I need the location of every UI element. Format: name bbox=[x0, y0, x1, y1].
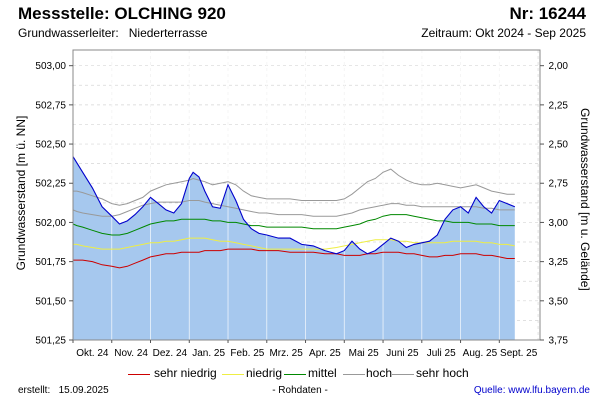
legend-swatch-hoch bbox=[343, 374, 365, 375]
y-tick-label-left: 501,75 bbox=[35, 257, 66, 268]
created-date: 15.09.2025 bbox=[58, 385, 109, 396]
created-info: erstellt: 15.09.2025 bbox=[18, 385, 109, 396]
aquifer-label: Grundwasserleiter: bbox=[18, 26, 119, 40]
measured-area bbox=[73, 156, 515, 340]
station-title: Messstelle: OLCHING 920 bbox=[18, 4, 226, 23]
y-tick-label-right: 2,75 bbox=[549, 179, 569, 190]
plot-frame bbox=[72, 49, 541, 341]
legend-swatch-mittel bbox=[284, 374, 306, 375]
x-tick-label: Aug. 25 bbox=[463, 348, 498, 359]
y-tick-label-right: 2,25 bbox=[549, 100, 569, 111]
source-link[interactable]: www.lfu.bayern.de bbox=[508, 385, 590, 396]
legend-label-hoch: hoch bbox=[366, 366, 393, 380]
x-tick-label: Sept. 25 bbox=[500, 348, 538, 359]
x-tick-label: Feb. 25 bbox=[230, 348, 264, 359]
y-tick-label-right: 3,50 bbox=[549, 296, 569, 307]
x-tick-label: Jan. 25 bbox=[192, 348, 225, 359]
y-tick-label-right: 2,00 bbox=[549, 61, 569, 72]
legend-label-sehr-niedrig: sehr niedrig bbox=[154, 366, 217, 380]
chart-legend: sehr niedrig niedrig mittel hoch sehr ho… bbox=[0, 366, 600, 382]
x-tick-label: Dez. 24 bbox=[153, 348, 188, 359]
aquifer-info: Grundwasserleiter: Niederterrasse bbox=[18, 26, 207, 40]
x-tick-label: Okt. 24 bbox=[76, 348, 109, 359]
created-label: erstellt: bbox=[18, 385, 51, 396]
y-tick-label-left: 502,00 bbox=[35, 218, 66, 229]
source-label: Quelle: bbox=[473, 385, 506, 396]
y-tick-label-left: 502,25 bbox=[35, 179, 66, 190]
y-tick-label-left: 502,75 bbox=[35, 100, 66, 111]
station-number: Nr: 16244 bbox=[509, 4, 586, 23]
raw-data-note: - Rohdaten - bbox=[272, 385, 328, 396]
y-tick-label-left: 502,50 bbox=[35, 140, 66, 151]
series-line-sehr-niedrig bbox=[73, 248, 515, 269]
x-tick-label: Juli 25 bbox=[427, 348, 456, 359]
y-tick-label-right: 3,25 bbox=[549, 257, 569, 268]
y-axis-label-left: Grundwasserstand [m ü. NN] bbox=[14, 115, 28, 271]
y-tick-label-left: 501,50 bbox=[35, 296, 66, 307]
series-line-sehr-hoch bbox=[73, 168, 515, 206]
legend-swatch-sehr-hoch bbox=[392, 374, 414, 375]
source-info: Quelle: www.lfu.bayern.de bbox=[474, 385, 590, 396]
aquifer-value: Niederterrasse bbox=[128, 26, 208, 40]
y-tick-label-right: 2,50 bbox=[549, 140, 569, 151]
y-axis-label-right: Grundwasserstand [m u. Gelände] bbox=[578, 108, 592, 291]
x-tick-label: Juni 25 bbox=[386, 348, 419, 359]
period-text: Zeitraum: Okt 2024 - Sep 2025 bbox=[421, 26, 586, 40]
y-tick-label-right: 3,00 bbox=[549, 218, 569, 229]
x-tick-label: Apr. 25 bbox=[309, 348, 341, 359]
legend-label-mittel: mittel bbox=[308, 366, 337, 380]
legend-label-niedrig: niedrig bbox=[246, 366, 283, 380]
x-tick-label: Mrz. 25 bbox=[269, 348, 303, 359]
x-tick-label: Nov. 24 bbox=[114, 348, 148, 359]
y-tick-label-left: 501,25 bbox=[35, 336, 66, 347]
x-tick-label: Mai 25 bbox=[349, 348, 379, 359]
y-tick-label-left: 503,00 bbox=[35, 61, 66, 72]
legend-swatch-niedrig bbox=[222, 374, 244, 375]
y-tick-label-right: 3,75 bbox=[549, 336, 569, 347]
legend-label-sehr-hoch: sehr hoch bbox=[416, 366, 469, 380]
measured-line bbox=[72, 156, 516, 255]
series-line-niedrig bbox=[73, 237, 515, 250]
legend-swatch-sehr-niedrig bbox=[128, 374, 150, 375]
